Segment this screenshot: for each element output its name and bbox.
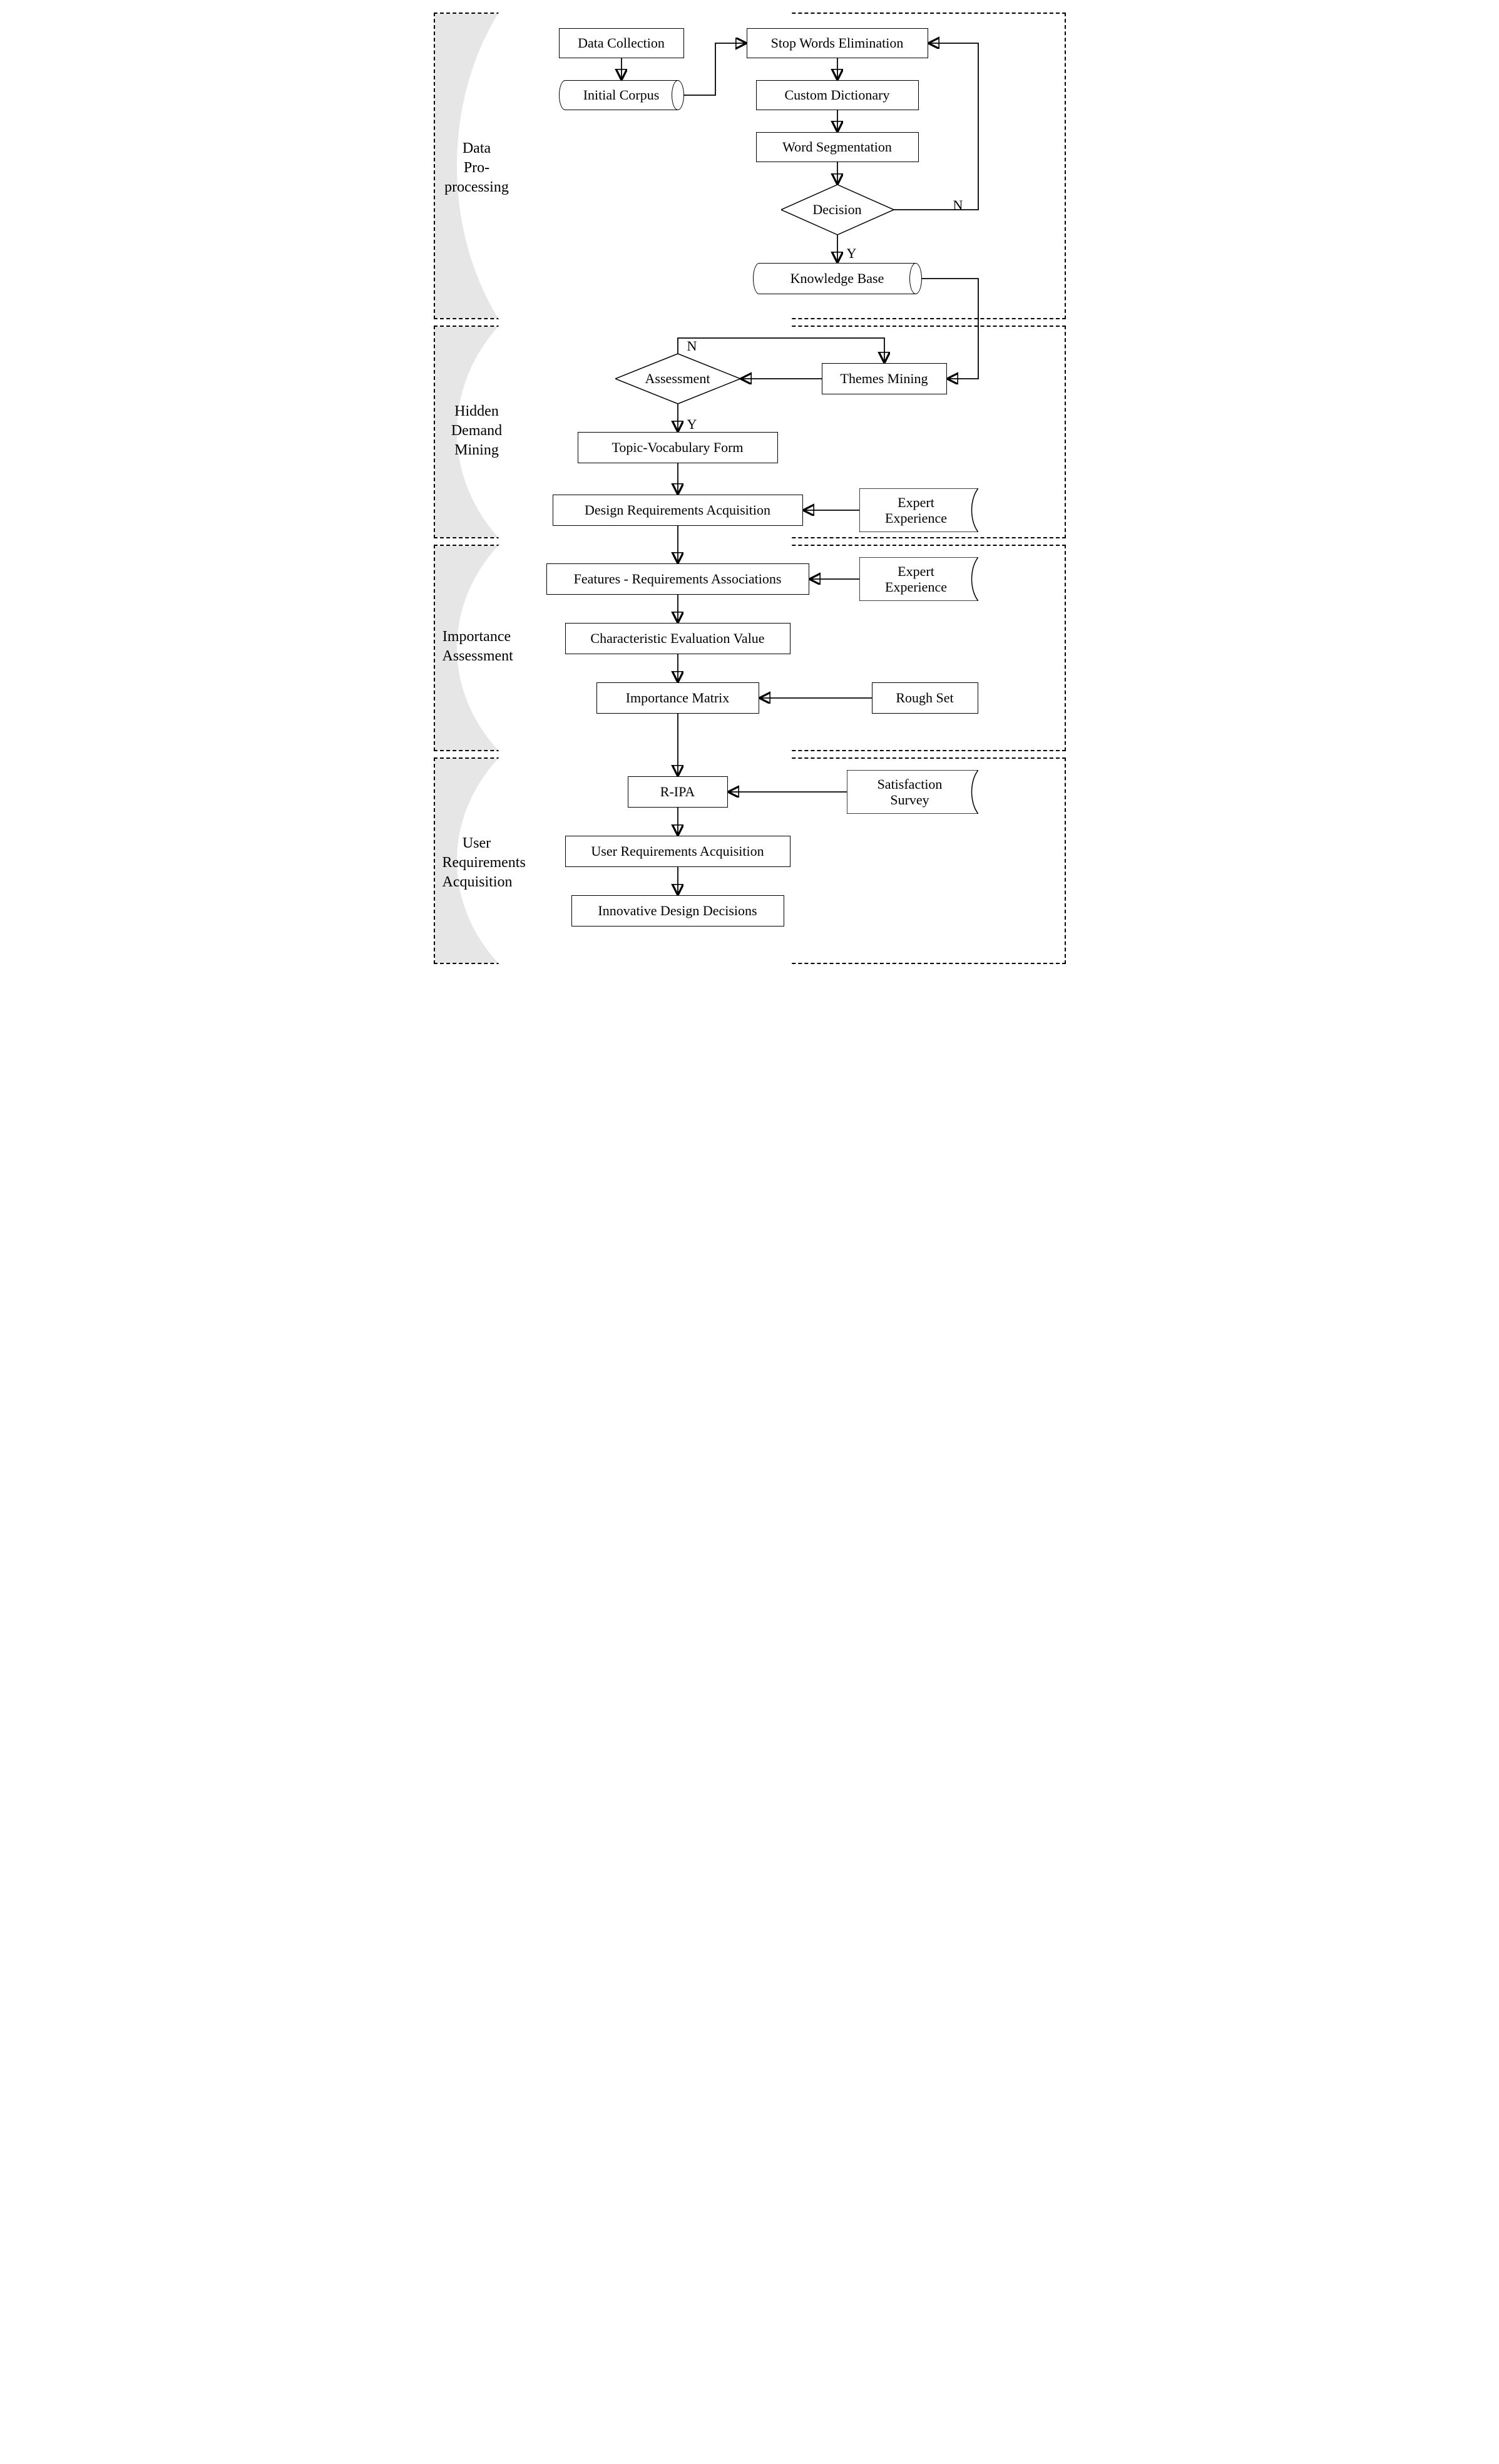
node-custom_dict: Custom Dictionary bbox=[756, 80, 919, 110]
node-knowledge_base: Knowledge Base bbox=[753, 263, 922, 294]
section-label: HiddenDemandMining bbox=[443, 402, 511, 461]
edge-label: N bbox=[953, 197, 963, 213]
node-topic_vocab: Topic-Vocabulary Form bbox=[578, 432, 778, 463]
edge-label: Y bbox=[847, 245, 857, 262]
node-expert1: ExpertExperience bbox=[859, 488, 978, 532]
node-rough_set: Rough Set bbox=[872, 682, 978, 714]
edge-label: Y bbox=[687, 416, 697, 433]
node-char_eval: Characteristic Evaluation Value bbox=[565, 623, 790, 654]
node-themes_mining: Themes Mining bbox=[822, 363, 947, 394]
node-decision: Decision bbox=[781, 185, 894, 235]
node-data_collection: Data Collection bbox=[559, 28, 684, 58]
node-assessment: Assessment bbox=[615, 354, 740, 404]
node-innov: Innovative Design Decisions bbox=[571, 895, 784, 927]
section-label: ImportanceAssessment bbox=[443, 627, 511, 666]
flowchart-canvas: DataPro-processing HiddenDemandMining Impo… bbox=[434, 13, 1066, 1052]
section-label: UserRequirementsAcquisition bbox=[443, 834, 511, 893]
node-expert2: ExpertExperience bbox=[859, 557, 978, 601]
node-design_req: Design Requirements Acquisition bbox=[553, 495, 803, 526]
node-importance_matrix: Importance Matrix bbox=[596, 682, 759, 714]
node-sat_survey: SatisfactionSurvey bbox=[847, 770, 978, 814]
node-initial_corpus: Initial Corpus bbox=[559, 80, 684, 110]
node-feat_req: Features - Requirements Associations bbox=[546, 563, 809, 595]
node-stop_words: Stop Words Elimination bbox=[747, 28, 928, 58]
node-user_req: User Requirements Acquisition bbox=[565, 836, 790, 867]
section-label: DataPro-processing bbox=[443, 139, 511, 198]
node-word_seg: Word Segmentation bbox=[756, 132, 919, 162]
node-ripa: R-IPA bbox=[628, 776, 728, 808]
edge-label: N bbox=[687, 338, 697, 354]
